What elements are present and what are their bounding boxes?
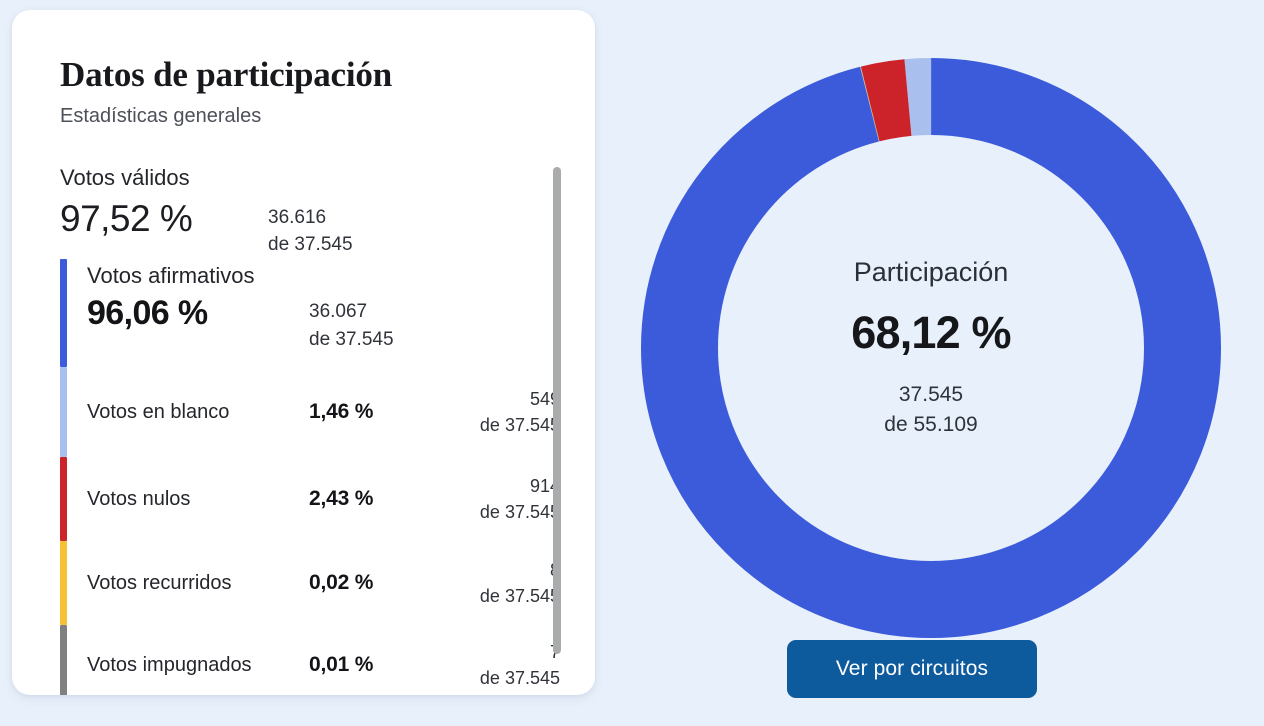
stat-row-blanco-percent: 1,46 % [309, 400, 374, 424]
stat-row-afirmativos-values: 96,06 % 36.067 de 37.545 [87, 294, 560, 353]
stats-scrollbar-thumb[interactable] [553, 167, 561, 654]
stat-row-afirmativos: Votos afirmativos 96,06 % 36.067 de 37.5… [60, 259, 560, 368]
stat-valid-votes: Votos válidos 97,52 % 36.616 de 37.545 [60, 165, 560, 259]
participation-donut-chart: Participación 68,12 % 37.545 de 55.109 [641, 58, 1221, 638]
stat-row-blanco: Votos en blanco 1,46 % 549 de 37.545 [60, 367, 560, 458]
stats-scroll-area[interactable]: Votos válidos 97,52 % 36.616 de 37.545 V… [12, 165, 595, 695]
stat-row-recurridos-counts: 8 de 37.545 [435, 557, 560, 609]
stat-valid-votes-count: 36.616 [268, 207, 327, 229]
stat-row-impugnados-count: 7 [435, 639, 560, 665]
donut-segments [641, 58, 1221, 638]
color-swatch-impugnados [60, 625, 67, 695]
stat-row-blanco-label: Votos en blanco [87, 401, 230, 424]
color-swatch-recurridos [60, 541, 67, 626]
stat-row-recurridos-total: de 37.545 [479, 586, 560, 607]
card-header: Datos de participación Estadísticas gene… [12, 10, 595, 128]
stat-row-afirmativos-percent: 96,06 % [87, 294, 208, 333]
stat-row-nulos-total: de 37.545 [479, 502, 560, 523]
stat-row-recurridos-label: Votos recurridos [87, 572, 232, 595]
stat-row-blanco-count: 549 [529, 389, 560, 410]
stats-scrollbar[interactable] [553, 167, 561, 657]
view-by-circuits-button[interactable]: Ver por circuitos [787, 640, 1037, 698]
donut-segment-blanco[interactable] [641, 58, 1221, 638]
donut-svg [641, 58, 1221, 638]
participation-chart-panel: Participación 68,12 % 37.545 de 55.109 V… [610, 0, 1264, 726]
page-title: Datos de participación [60, 55, 392, 94]
stat-row-impugnados-percent: 0,01 % [309, 653, 374, 677]
stat-valid-votes-percent: 97,52 % [60, 198, 193, 240]
stat-row-impugnados: Votos impugnados 0,01 % 7 de 37.545 [60, 625, 560, 695]
stat-valid-votes-total: de 37.545 [268, 234, 353, 256]
stat-row-impugnados-counts: 7 de 37.545 [435, 639, 560, 691]
stat-row-recurridos-percent: 0,02 % [309, 571, 374, 595]
stat-row-recurridos: Votos recurridos 0,02 % 8 de 37.545 [60, 541, 560, 626]
stat-row-nulos-label: Votos nulos [87, 488, 191, 511]
stat-valid-votes-counts: 36.616 de 37.545 [268, 200, 353, 259]
donut-segment-afirmativos[interactable] [641, 58, 1221, 638]
stat-row-nulos-percent: 2,43 % [309, 487, 374, 511]
color-swatch-nulos [60, 457, 67, 542]
stat-row-nulos-count: 914 [529, 476, 560, 497]
card-subtitle: Estadísticas generales [60, 104, 262, 127]
stat-row-afirmativos-count: 36.067 [309, 301, 368, 323]
participation-stats-card: Datos de participación Estadísticas gene… [12, 10, 595, 695]
stat-valid-votes-values: 97,52 % 36.616 de 37.545 [60, 200, 530, 259]
stat-row-afirmativos-total: de 37.545 [309, 328, 394, 350]
color-swatch-afirmativos [60, 259, 67, 368]
stat-row-impugnados-label: Votos impugnados [87, 654, 252, 677]
card-inner: Datos de participación Estadísticas gene… [12, 10, 595, 695]
stat-row-blanco-total: de 37.545 [479, 415, 560, 436]
stat-row-afirmativos-counts: 36.067 de 37.545 [309, 294, 560, 353]
stat-row-recurridos-count: 8 [435, 557, 560, 583]
stat-row-blanco-counts: 549 de 37.545 [435, 386, 560, 438]
stat-row-nulos-counts: 914 de 37.545 [435, 473, 560, 525]
color-swatch-blanco [60, 367, 67, 458]
stat-row-afirmativos-label: Votos afirmativos [87, 263, 255, 289]
stat-row-nulos: Votos nulos 2,43 % 914 de 37.545 [60, 457, 560, 542]
stat-row-impugnados-total: de 37.545 [479, 668, 560, 689]
stats-rows: Votos válidos 97,52 % 36.616 de 37.545 V… [12, 165, 560, 695]
stat-valid-votes-label: Votos válidos [60, 165, 190, 190]
